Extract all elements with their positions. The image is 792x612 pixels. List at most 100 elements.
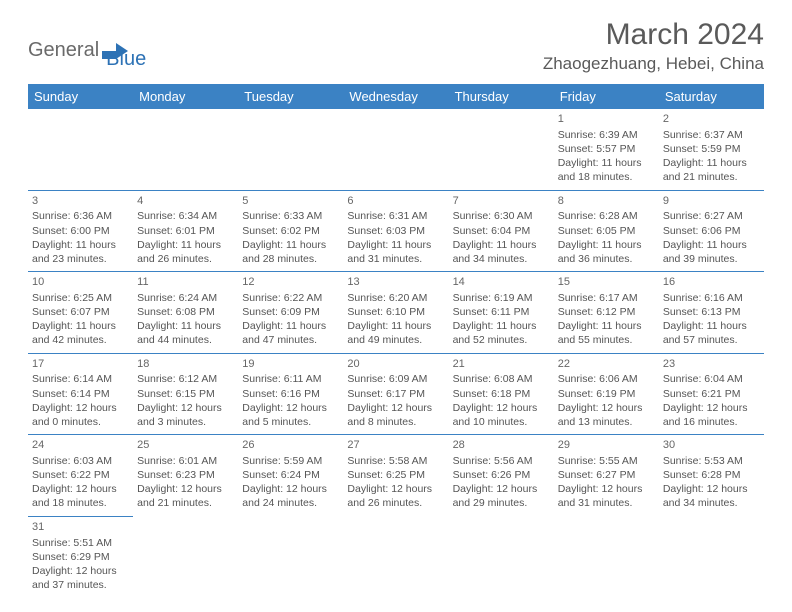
day-number: 1 [558, 112, 655, 127]
calendar-cell [449, 516, 554, 597]
day-line-rise: Sunrise: 6:06 AM [558, 372, 655, 386]
day-line-day1: Daylight: 12 hours [558, 401, 655, 415]
day-line-rise: Sunrise: 6:22 AM [242, 291, 339, 305]
day-number: 19 [242, 357, 339, 372]
day-line-rise: Sunrise: 6:39 AM [558, 128, 655, 142]
day-line-set: Sunset: 6:25 PM [347, 468, 444, 482]
day-line-day2: and 26 minutes. [347, 496, 444, 510]
day-line-rise: Sunrise: 6:11 AM [242, 372, 339, 386]
calendar-cell: 5Sunrise: 6:33 AMSunset: 6:02 PMDaylight… [238, 190, 343, 272]
day-number: 5 [242, 194, 339, 209]
day-line-rise: Sunrise: 6:01 AM [137, 454, 234, 468]
day-line-rise: Sunrise: 6:24 AM [137, 291, 234, 305]
day-line-day1: Daylight: 12 hours [32, 401, 129, 415]
calendar-table: SundayMondayTuesdayWednesdayThursdayFrid… [28, 84, 764, 597]
calendar-cell: 11Sunrise: 6:24 AMSunset: 6:08 PMDayligh… [133, 272, 238, 354]
calendar-cell: 13Sunrise: 6:20 AMSunset: 6:10 PMDayligh… [343, 272, 448, 354]
calendar-cell [449, 109, 554, 190]
calendar-cell: 1Sunrise: 6:39 AMSunset: 5:57 PMDaylight… [554, 109, 659, 190]
day-line-day1: Daylight: 11 hours [137, 238, 234, 252]
weekday-header: Thursday [449, 84, 554, 109]
day-line-rise: Sunrise: 6:16 AM [663, 291, 760, 305]
day-line-rise: Sunrise: 5:53 AM [663, 454, 760, 468]
calendar-cell: 6Sunrise: 6:31 AMSunset: 6:03 PMDaylight… [343, 190, 448, 272]
day-line-day2: and 18 minutes. [558, 170, 655, 184]
day-line-set: Sunset: 6:23 PM [137, 468, 234, 482]
day-line-set: Sunset: 6:18 PM [453, 387, 550, 401]
day-number: 7 [453, 194, 550, 209]
calendar-cell: 8Sunrise: 6:28 AMSunset: 6:05 PMDaylight… [554, 190, 659, 272]
day-number: 27 [347, 438, 444, 453]
calendar-row: 24Sunrise: 6:03 AMSunset: 6:22 PMDayligh… [28, 435, 764, 517]
day-line-day1: Daylight: 12 hours [32, 564, 129, 578]
calendar-cell: 28Sunrise: 5:56 AMSunset: 6:26 PMDayligh… [449, 435, 554, 517]
day-number: 21 [453, 357, 550, 372]
day-line-day1: Daylight: 11 hours [558, 319, 655, 333]
calendar-cell [238, 516, 343, 597]
day-line-day2: and 57 minutes. [663, 333, 760, 347]
day-line-rise: Sunrise: 5:59 AM [242, 454, 339, 468]
weekday-header: Saturday [659, 84, 764, 109]
day-line-day1: Daylight: 12 hours [347, 482, 444, 496]
calendar-cell: 15Sunrise: 6:17 AMSunset: 6:12 PMDayligh… [554, 272, 659, 354]
calendar-cell: 12Sunrise: 6:22 AMSunset: 6:09 PMDayligh… [238, 272, 343, 354]
day-line-set: Sunset: 6:12 PM [558, 305, 655, 319]
header: General Blue March 2024 Zhaogezhuang, He… [28, 18, 764, 74]
day-line-set: Sunset: 6:09 PM [242, 305, 339, 319]
day-line-day1: Daylight: 12 hours [242, 482, 339, 496]
calendar-row: 17Sunrise: 6:14 AMSunset: 6:14 PMDayligh… [28, 353, 764, 435]
day-line-rise: Sunrise: 5:55 AM [558, 454, 655, 468]
day-line-day2: and 31 minutes. [347, 252, 444, 266]
day-line-day1: Daylight: 11 hours [242, 238, 339, 252]
weekday-header: Wednesday [343, 84, 448, 109]
day-line-day1: Daylight: 11 hours [137, 319, 234, 333]
day-number: 18 [137, 357, 234, 372]
day-number: 12 [242, 275, 339, 290]
day-number: 28 [453, 438, 550, 453]
day-line-set: Sunset: 5:59 PM [663, 142, 760, 156]
day-line-set: Sunset: 6:04 PM [453, 224, 550, 238]
day-line-rise: Sunrise: 6:19 AM [453, 291, 550, 305]
day-line-day1: Daylight: 12 hours [137, 401, 234, 415]
day-line-day1: Daylight: 11 hours [32, 238, 129, 252]
day-number: 25 [137, 438, 234, 453]
calendar-cell: 17Sunrise: 6:14 AMSunset: 6:14 PMDayligh… [28, 353, 133, 435]
day-line-day1: Daylight: 12 hours [663, 401, 760, 415]
day-line-day2: and 10 minutes. [453, 415, 550, 429]
logo-text-blue: Blue [106, 48, 146, 71]
calendar-cell [133, 109, 238, 190]
day-line-day1: Daylight: 11 hours [663, 319, 760, 333]
day-line-set: Sunset: 6:26 PM [453, 468, 550, 482]
day-line-day1: Daylight: 11 hours [558, 156, 655, 170]
day-line-day2: and 47 minutes. [242, 333, 339, 347]
day-line-day2: and 16 minutes. [663, 415, 760, 429]
day-number: 16 [663, 275, 760, 290]
day-line-rise: Sunrise: 5:51 AM [32, 536, 129, 550]
calendar-cell: 26Sunrise: 5:59 AMSunset: 6:24 PMDayligh… [238, 435, 343, 517]
day-line-day2: and 29 minutes. [453, 496, 550, 510]
day-line-set: Sunset: 6:01 PM [137, 224, 234, 238]
calendar-cell [659, 516, 764, 597]
calendar-cell: 20Sunrise: 6:09 AMSunset: 6:17 PMDayligh… [343, 353, 448, 435]
calendar-row: 31Sunrise: 5:51 AMSunset: 6:29 PMDayligh… [28, 516, 764, 597]
day-line-day2: and 28 minutes. [242, 252, 339, 266]
calendar-cell: 10Sunrise: 6:25 AMSunset: 6:07 PMDayligh… [28, 272, 133, 354]
day-line-day1: Daylight: 12 hours [242, 401, 339, 415]
day-number: 14 [453, 275, 550, 290]
day-number: 8 [558, 194, 655, 209]
calendar-cell: 7Sunrise: 6:30 AMSunset: 6:04 PMDaylight… [449, 190, 554, 272]
calendar-cell: 9Sunrise: 6:27 AMSunset: 6:06 PMDaylight… [659, 190, 764, 272]
calendar-cell: 30Sunrise: 5:53 AMSunset: 6:28 PMDayligh… [659, 435, 764, 517]
calendar-cell [28, 109, 133, 190]
day-line-set: Sunset: 6:15 PM [137, 387, 234, 401]
day-line-day2: and 49 minutes. [347, 333, 444, 347]
calendar-cell: 29Sunrise: 5:55 AMSunset: 6:27 PMDayligh… [554, 435, 659, 517]
day-line-rise: Sunrise: 6:30 AM [453, 209, 550, 223]
calendar-cell: 3Sunrise: 6:36 AMSunset: 6:00 PMDaylight… [28, 190, 133, 272]
day-line-day1: Daylight: 11 hours [453, 319, 550, 333]
day-line-set: Sunset: 6:27 PM [558, 468, 655, 482]
calendar-body: 1Sunrise: 6:39 AMSunset: 5:57 PMDaylight… [28, 109, 764, 597]
day-line-rise: Sunrise: 5:56 AM [453, 454, 550, 468]
day-line-day2: and 0 minutes. [32, 415, 129, 429]
day-line-set: Sunset: 6:13 PM [663, 305, 760, 319]
